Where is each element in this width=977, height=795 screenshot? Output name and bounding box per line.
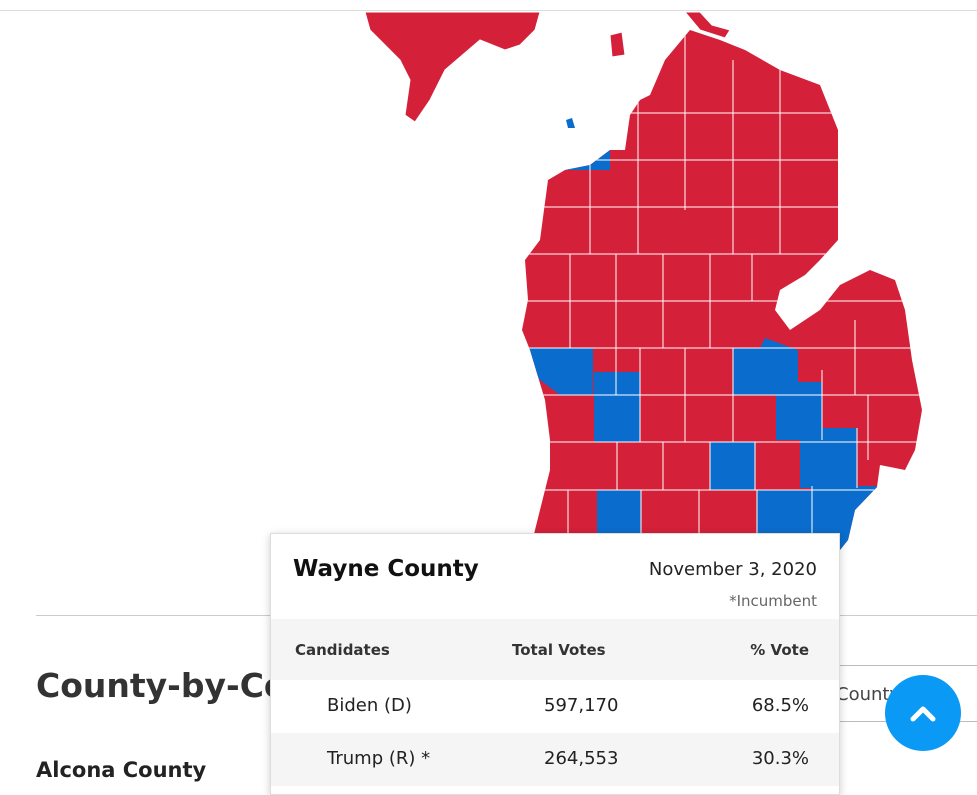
tooltip-title: Wayne County bbox=[293, 556, 479, 582]
island bbox=[566, 118, 575, 128]
column-header: % Vote bbox=[750, 641, 809, 659]
chevron-icon bbox=[910, 706, 936, 722]
column-header: Candidates bbox=[295, 641, 390, 659]
candidate-row: Trump (R) * 264,553 30.3% bbox=[271, 733, 839, 786]
table-header: Candidates Total Votes % Vote bbox=[271, 619, 839, 680]
candidate-name: Trump (R) * bbox=[327, 748, 431, 769]
lower-peninsula bbox=[522, 30, 922, 550]
upper-peninsula bbox=[364, 11, 731, 123]
scroll-top-button[interactable] bbox=[885, 675, 961, 751]
total-votes: 597,170 bbox=[544, 695, 619, 716]
section-heading: County-by-Co bbox=[36, 666, 287, 705]
column-header: Total Votes bbox=[512, 641, 606, 659]
vote-percent: 30.3% bbox=[751, 748, 809, 769]
tooltip: Wayne County November 3, 2020 *Incumbent… bbox=[270, 533, 840, 795]
election-date: November 3, 2020 bbox=[648, 559, 817, 580]
candidate-name: Biden (D) bbox=[327, 695, 412, 716]
election-map bbox=[364, 11, 922, 550]
top-border bbox=[0, 10, 977, 11]
county-name: Alcona County bbox=[36, 758, 207, 782]
page: County-by-Co Alcona County County Wayne … bbox=[0, 10, 977, 795]
incumbent-note: *Incumbent bbox=[729, 592, 817, 610]
candidate-row: Biden (D) 597,170 68.5% bbox=[271, 680, 839, 733]
vote-percent: 68.5% bbox=[751, 695, 809, 716]
total-votes: 264,553 bbox=[544, 748, 619, 769]
